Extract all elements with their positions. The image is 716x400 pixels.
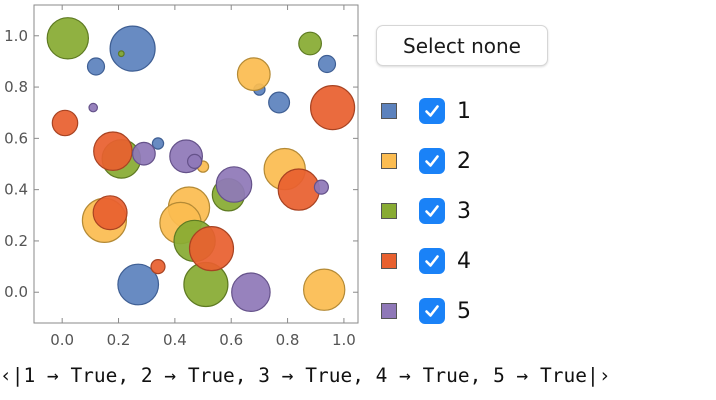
legend-label: 4	[457, 248, 471, 274]
bubble-chart: 0.0 0.2 0.4 0.6 0.8 1.0 0.0 0.2 0.4 0.6 0.8 1.0	[4, 4, 359, 349]
y-tick-label: 0.4	[4, 181, 28, 199]
legend-label: 5	[457, 298, 471, 324]
checkmark-icon	[425, 105, 439, 117]
x-tick-label: 0.0	[50, 331, 74, 349]
bubble-series-4	[188, 226, 235, 272]
axis-tick-labels: 0.0 0.2 0.4 0.6 0.8 1.0 0.0 0.2 0.4 0.6 0.8 1.0	[4, 27, 356, 349]
y-tick-label: 0.0	[4, 283, 28, 301]
checkmark-icon	[425, 305, 439, 317]
select-none-button[interactable]: Select none	[376, 25, 548, 66]
bubble-series-1	[151, 137, 165, 150]
x-tick-label: 1.0	[332, 331, 356, 349]
bubble-series-3	[117, 50, 125, 58]
bubble-series-4	[310, 84, 356, 131]
legend-swatch	[381, 153, 397, 169]
x-tick-label: 0.4	[163, 331, 187, 349]
legend-swatch	[381, 253, 397, 269]
axis-ticks	[34, 5, 358, 323]
legend-swatch	[381, 203, 397, 219]
series-checkbox-4[interactable]	[419, 248, 445, 274]
bubble-series-2	[236, 57, 271, 92]
bubble-series-1	[117, 263, 160, 306]
legend-row-2: 2	[381, 147, 471, 175]
x-tick-label: 0.2	[107, 331, 131, 349]
legend-row-3: 3	[381, 197, 471, 225]
bubble-series-5	[313, 179, 329, 195]
legend-row-5: 5	[381, 297, 471, 325]
legend-label: 2	[457, 148, 471, 174]
legend-label: 1	[457, 98, 471, 124]
legend-swatch	[381, 303, 397, 319]
y-tick-label: 0.2	[4, 232, 28, 250]
bubble-series-5	[88, 102, 98, 113]
series-checkbox-5[interactable]	[419, 298, 445, 324]
x-tick-label: 0.8	[276, 331, 300, 349]
bubble-series-1	[86, 57, 106, 76]
association-output: ‹|1 → True, 2 → True, 3 → True, 4 → True…	[0, 364, 611, 387]
legend-row-1: 1	[381, 97, 471, 125]
bubble-series-3	[298, 31, 323, 56]
bubble-series-5	[187, 153, 203, 169]
y-tick-label: 0.8	[4, 78, 28, 96]
bubble-series-4	[150, 259, 166, 275]
bubble-series-1	[317, 54, 337, 74]
series-checkbox-1[interactable]	[419, 98, 445, 124]
bubble-series-1	[268, 91, 291, 114]
bubble-series-3	[46, 17, 90, 60]
checkmark-icon	[425, 205, 439, 217]
x-tick-label: 0.6	[219, 331, 243, 349]
series-checkbox-2[interactable]	[419, 148, 445, 174]
bubble-series-4	[92, 195, 128, 231]
checkmark-icon	[425, 155, 439, 167]
bubble-series-5	[215, 166, 253, 203]
bubble-series-4	[93, 131, 133, 172]
legend-label: 3	[457, 198, 471, 224]
series-checkbox-3[interactable]	[419, 198, 445, 224]
y-tick-label: 1.0	[4, 27, 28, 45]
legend-swatch	[381, 103, 397, 119]
bubble-series-4	[51, 109, 79, 137]
bubble-series-5	[231, 272, 271, 313]
checkmark-icon	[425, 255, 439, 267]
legend-row-4: 4	[381, 247, 471, 275]
bubbles-layer	[46, 17, 356, 313]
bubble-series-2	[303, 268, 346, 311]
bubble-series-1	[109, 25, 156, 72]
bubble-series-4	[277, 168, 320, 211]
y-tick-label: 0.6	[4, 129, 28, 147]
bubble-series-5	[131, 141, 156, 166]
